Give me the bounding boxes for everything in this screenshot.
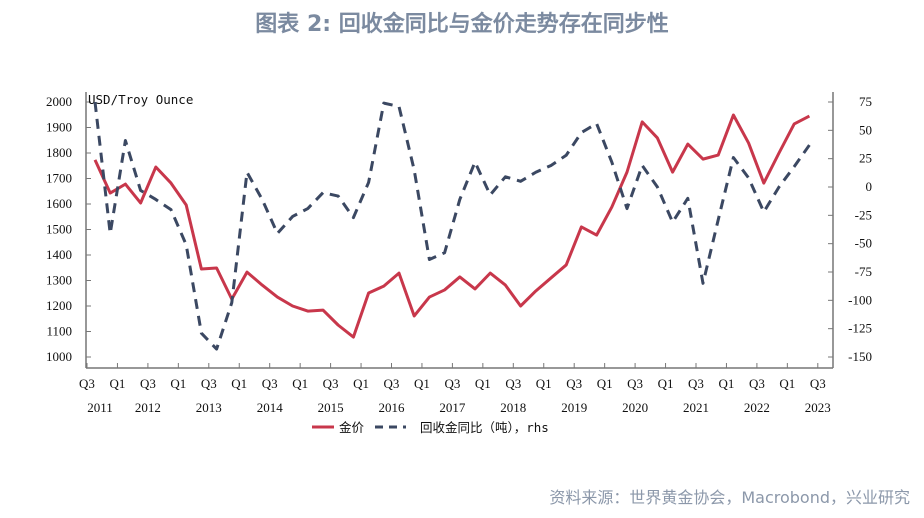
x-tick-label: Q3 [566,376,582,391]
gold-price-line [93,113,811,339]
x-tick-label: Q3 [505,376,521,391]
legend-recycle-label: 回收金同比（吨），rhs [420,420,549,435]
x-tick-label: Q3 [688,376,704,391]
x-tick-label: Q1 [414,376,430,391]
x-year-label: 2023 [805,400,831,415]
x-tick-label: Q1 [536,376,552,391]
x-year-label: 2011 [87,400,113,415]
right-tick-label: 50 [859,122,872,137]
left-tick-label: 1000 [46,349,72,364]
right-tick-label: 0 [866,179,873,194]
x-tick-label: Q1 [292,376,308,391]
x-year-label: 2016 [379,400,406,415]
left-tick-label: 2000 [46,94,72,109]
x-tick-label: Q3 [79,376,95,391]
x-year-label: 2020 [622,400,648,415]
x-year-label: 2018 [500,400,526,415]
x-year-label: 2012 [135,400,161,415]
x-tick-label: Q1 [779,376,795,391]
x-tick-label: Q1 [658,376,674,391]
x-tick-label: Q1 [597,376,613,391]
left-tick-label: 1400 [46,247,72,262]
left-tick-label: 1200 [46,298,72,313]
x-tick-label: Q1 [475,376,491,391]
x-year-label: 2019 [561,400,587,415]
right-tick-label: -25 [855,207,872,222]
right-tick-label: 75 [859,94,872,109]
left-tick-label: 1900 [46,120,72,135]
left-tick-label: 1800 [46,145,72,160]
right-tick-label: -100 [848,292,872,307]
x-tick-label: Q3 [444,376,460,391]
x-year-label: 2017 [439,400,466,415]
x-tick-label: Q3 [384,376,400,391]
x-tick-label: Q1 [353,376,369,391]
x-tick-label: Q1 [719,376,735,391]
x-tick-label: Q3 [810,376,826,391]
x-tick-label: Q3 [140,376,156,391]
x-tick-label: Q3 [323,376,339,391]
x-year-label: 2013 [196,400,222,415]
x-tick-label: Q3 [627,376,643,391]
left-tick-label: 1500 [46,222,72,237]
right-tick-label: -75 [855,264,872,279]
x-year-label: 2021 [683,400,709,415]
right-tick-label: -125 [848,321,872,336]
line-chart: 1000 1100 1200 1300 1400 1500 1600 1700 1800 1900… [46,92,873,435]
right-tick-label: 25 [859,151,872,166]
x-tick-label: Q1 [170,376,186,391]
x-tick-label: Q1 [231,376,247,391]
right-tick-label: -50 [855,236,872,251]
x-year-label: 2015 [318,400,344,415]
chart-title: 图表 2: 回收金同比与金价走势存在同步性 [255,12,669,37]
x-tick-label: Q3 [201,376,217,391]
right-tick-label: -150 [848,349,872,364]
x-year-label: 2014 [257,400,284,415]
source-note: 资料来源：世界黄金协会，Macrobond，兴业研究 [549,488,910,507]
x-tick-label: Q1 [110,376,126,391]
left-tick-label: 1100 [46,324,72,339]
x-tick-label: Q3 [262,376,278,391]
left-axis-label: USD/Troy Ounce [88,92,193,107]
x-tick-label: Q3 [749,376,765,391]
legend-gold-label: 金价 [339,420,365,435]
left-tick-label: 1700 [46,171,72,186]
x-year-label: 2022 [744,400,770,415]
left-tick-label: 1600 [46,196,72,211]
left-tick-label: 1300 [46,273,72,288]
recycle-yoy-line [93,101,811,351]
